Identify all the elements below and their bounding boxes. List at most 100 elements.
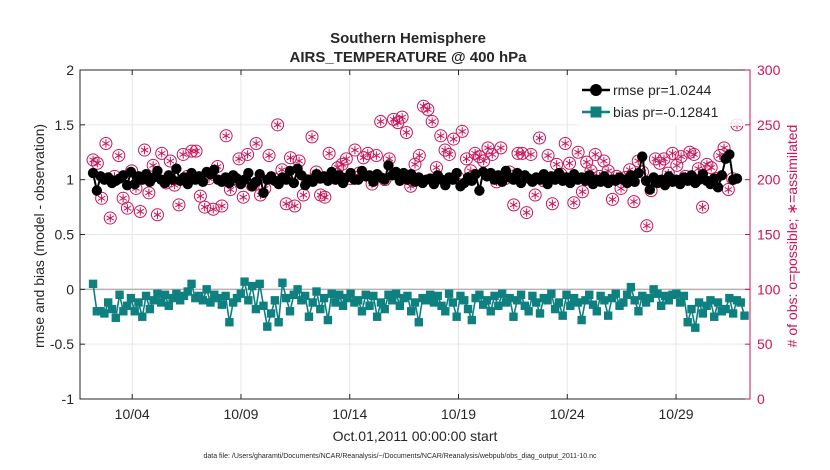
bias-point: [134, 298, 143, 307]
y-axis-label-right: # of obs: o=possible; ∗=assimilated: [784, 125, 800, 348]
rmse-point: [243, 167, 254, 179]
rmse-point: [731, 173, 743, 184]
assimilated-obs-point: [411, 160, 419, 169]
bias-point: [603, 311, 613, 320]
bias-point: [213, 293, 223, 303]
assimilated-obs-point: [166, 156, 175, 166]
rmse-point: [584, 170, 595, 181]
assimilated-obs-point: [698, 202, 707, 212]
possible-obs-point: [558, 136, 572, 150]
bias-point: [308, 298, 317, 307]
bias-point: [202, 285, 211, 294]
bias-point: [566, 301, 575, 310]
bias-point: [725, 293, 734, 303]
assimilated-obs-point: [724, 185, 733, 194]
possible-obs-point: [155, 146, 169, 160]
bias-point: [679, 291, 689, 301]
rmse-point: [383, 160, 394, 171]
assimilated-obs-point: [102, 139, 110, 148]
rmse-point: [644, 184, 656, 195]
chart-title-line2: AIRS_TEMPERATURE @ 400 hPa: [290, 49, 528, 66]
bias-point: [289, 290, 298, 300]
possible-obs-point: [700, 157, 714, 171]
assimilated-obs-point: [672, 161, 681, 170]
rmse-point: [171, 163, 182, 174]
bias-point: [312, 287, 321, 296]
possible-obs-point: [288, 199, 302, 213]
bias-point: [263, 322, 272, 331]
bias-point: [194, 291, 204, 301]
bias-point: [490, 291, 499, 301]
possible-obs-point: [412, 149, 426, 163]
legend: rmse pr=1.0244 bias pr=-0.12841: [577, 77, 745, 126]
assimilated-obs-point: [243, 150, 252, 159]
assimilated-obs-point: [479, 156, 488, 166]
bias-point: [225, 318, 234, 327]
bias-point: [535, 309, 545, 318]
bias-point: [403, 291, 412, 301]
bias-point: [600, 296, 609, 305]
bias-point: [338, 301, 348, 310]
bias-point: [497, 289, 507, 298]
y-tick-label-right: 50: [757, 336, 773, 352]
y-tick-label-left: 0.5: [55, 227, 75, 243]
possible-obs-point: [112, 149, 126, 163]
bias-point: [293, 285, 302, 294]
rmse-point: [633, 167, 644, 179]
bias-point: [168, 293, 177, 303]
assimilated-obs-point: [471, 149, 479, 158]
assimilated-obs-point: [527, 150, 535, 159]
assimilated-obs-point: [140, 145, 149, 155]
rmse-point: [91, 185, 103, 196]
assimilated-obs-point: [196, 191, 205, 201]
bias-point: [206, 298, 215, 307]
assimilated-obs-point: [239, 193, 248, 202]
assimilated-obs-point: [677, 152, 686, 161]
rmse-point: [129, 178, 140, 190]
bias-point: [331, 298, 340, 307]
assimilated-obs-point: [660, 154, 668, 164]
possible-obs-point: [219, 129, 233, 143]
y-tick-label-right: 0: [757, 391, 765, 407]
possible-obs-point: [696, 200, 710, 214]
possible-obs-point: [215, 199, 229, 213]
bias-point: [228, 298, 238, 307]
rmse-point: [224, 177, 235, 189]
assimilated-obs-point: [93, 159, 102, 168]
y-tick-label-left: 2: [66, 62, 74, 78]
bias-point: [645, 293, 655, 303]
bias-point: [130, 307, 139, 316]
x-tick-label: 10/09: [223, 406, 258, 422]
bias-point: [702, 301, 711, 310]
assimilated-obs-point: [351, 145, 359, 155]
bias-point: [410, 298, 420, 307]
assimilated-obs-point: [449, 134, 458, 144]
assimilated-obs-point: [668, 149, 677, 158]
bias-point: [183, 287, 192, 296]
assimilated-obs-point: [398, 112, 407, 122]
bias-point: [422, 296, 431, 305]
possible-obs-point: [193, 189, 207, 203]
bias-point: [255, 279, 264, 289]
bias-point: [115, 290, 124, 300]
axis-ticks: 10/04 10/09 10/14 10/19 10/24 10/29 2 1.5 1 0.5 0 -…: [50, 62, 781, 422]
possible-obs-point: [138, 143, 152, 157]
bias-point: [384, 290, 393, 300]
bias-point: [376, 298, 386, 307]
bias-point: [433, 291, 442, 301]
rmse-point: [496, 176, 508, 188]
assimilated-obs-point: [179, 150, 188, 159]
y-tick-label-left: -1: [62, 391, 75, 407]
possible-obs-point: [361, 146, 375, 160]
rmse-point: [712, 182, 724, 193]
rmse-point: [152, 165, 163, 177]
y-tick-label-left: 1.5: [55, 117, 75, 133]
bias-point: [463, 304, 473, 314]
bias-point: [414, 318, 423, 327]
bias-point: [656, 301, 666, 310]
possible-obs-point: [434, 129, 448, 143]
possible-obs-point: [670, 158, 684, 172]
bias-point: [327, 289, 336, 298]
bias-point: [543, 296, 552, 305]
bias-point: [672, 289, 681, 298]
